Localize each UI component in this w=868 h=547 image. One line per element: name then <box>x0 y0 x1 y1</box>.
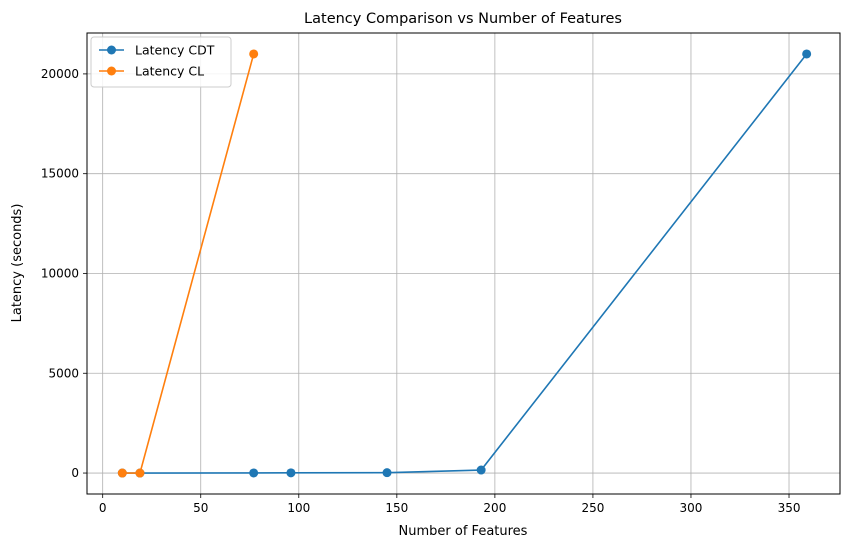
series-latency-cl <box>117 49 259 478</box>
data-point <box>249 468 259 478</box>
series-latency-cdt <box>117 49 812 478</box>
legend-box <box>90 36 232 88</box>
legend-item-latency-cl: Latency CL <box>99 64 204 79</box>
legend-swatch-marker <box>107 45 116 55</box>
x-tick-label: 0 <box>99 501 107 515</box>
chart-title: Latency Comparison vs Number of Features <box>304 11 622 27</box>
axis-ticks: 0 50 100 150 200 250 300 350 0 5000 10000 15000 2000… <box>41 67 801 515</box>
x-tick-label: 300 <box>680 501 703 515</box>
data-point <box>117 468 127 478</box>
data-point <box>286 468 296 478</box>
legend: Latency CDT Latency CL <box>90 36 232 88</box>
data-point <box>382 468 392 478</box>
data-point <box>249 49 259 59</box>
legend-label: Latency CDT <box>135 43 215 58</box>
series-line <box>122 53 255 474</box>
x-tick-label: 150 <box>385 501 408 515</box>
y-tick-label: 10000 <box>41 266 79 280</box>
grid <box>87 33 840 494</box>
y-tick-label: 0 <box>71 466 79 480</box>
x-tick-label: 250 <box>581 501 604 515</box>
data-point <box>135 468 145 478</box>
data-point <box>802 49 812 59</box>
x-axis-label: Number of Features <box>399 524 528 539</box>
y-tick-label: 5000 <box>48 366 79 380</box>
plot-frame <box>86 32 841 495</box>
legend-item-latency-cdt: Latency CDT <box>99 43 215 58</box>
y-tick-label: 15000 <box>41 167 79 181</box>
x-tick-label: 50 <box>193 501 208 515</box>
series-line <box>122 53 808 474</box>
series-layer <box>117 49 812 478</box>
legend-label: Latency CL <box>135 64 204 79</box>
legend-swatch-marker <box>107 66 116 76</box>
y-tick-label: 20000 <box>41 67 79 81</box>
x-tick-label: 200 <box>483 501 506 515</box>
y-axis-label: Latency (seconds) <box>10 204 25 323</box>
data-point <box>476 465 486 475</box>
x-tick-label: 350 <box>778 501 801 515</box>
x-tick-label: 100 <box>287 501 310 515</box>
